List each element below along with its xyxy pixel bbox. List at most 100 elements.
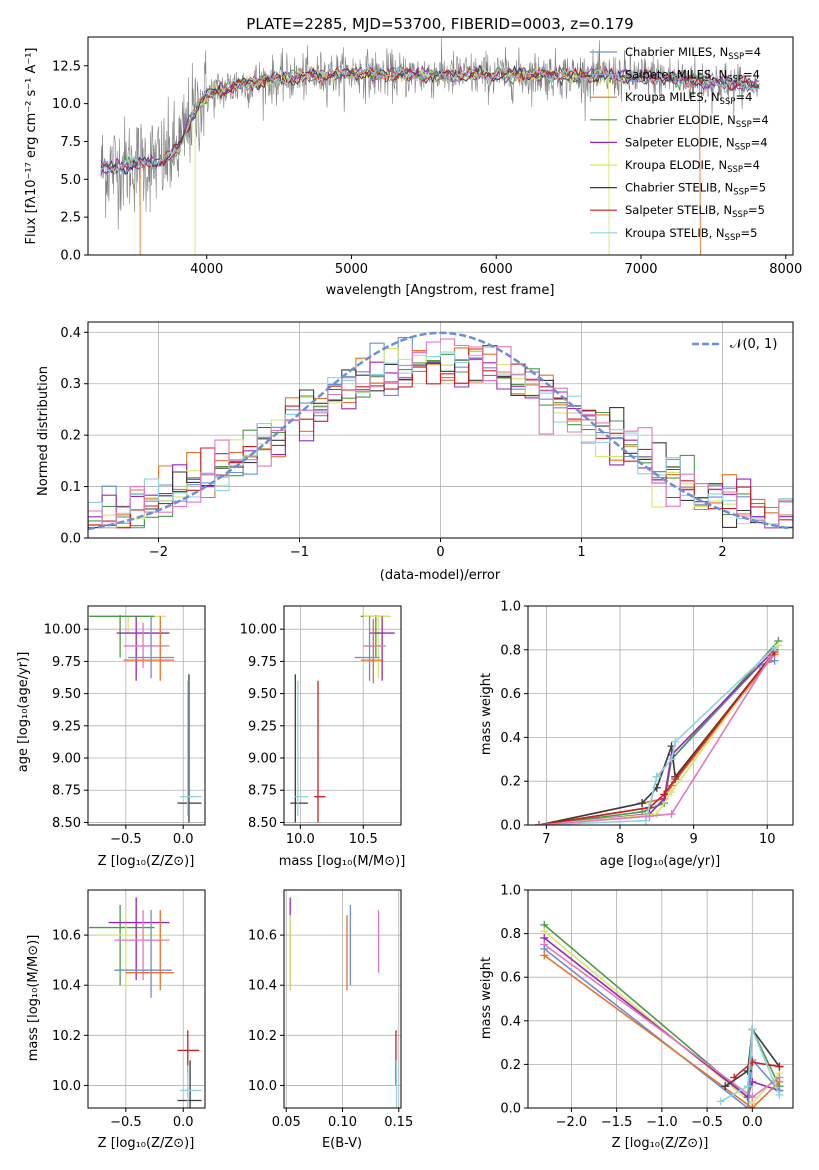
y-tick-label: 0.6 [500,687,521,702]
y-tick-label: 10.0 [52,1079,81,1094]
y-tick-label: 10.2 [248,1029,277,1044]
legend-label-main: Kroupa MILES, N [625,90,720,104]
x-tick-label: −1 [290,545,309,560]
y-tick-label: 0.2 [500,775,521,790]
age-vs-mass-plot-area: 10.0 10.5 8.50 8.75 9.00 9.25 9.50 9.75 10.00 [240,605,402,847]
mass-vs-ebv-plot-area: 0.05 0.10 0.15 10.0 10.2 10.4 10.6 [248,889,413,1130]
legend-label: Chabrier ELODIE, NSSP=4 [625,113,769,130]
y-tick-label: 0.2 [500,1058,521,1073]
mass-weight-point-marker [667,755,676,764]
x-tick-label: 0.0 [742,1115,763,1130]
weight-lines [535,637,783,825]
mass-weight-point-marker [667,810,676,819]
x-tick-label: −0.5 [110,1115,142,1130]
mass-weight-point-marker [716,1097,725,1106]
x-tick-label: −0.5 [691,1115,723,1130]
mass-weight-point-marker [775,1077,784,1086]
y-tick-label: 8.75 [248,784,277,799]
y-tick-label: 7.5 [60,135,81,150]
mass-weight-point-marker [652,772,661,781]
axes-frame [527,889,794,1109]
x-tick-label: −1.0 [646,1115,678,1130]
legend-label: Kroupa ELODIE, NSSP=4 [625,158,760,175]
x-tick-label: 10 [759,832,776,847]
x-tick-label: 8000 [769,262,802,277]
legend-label-main: Chabrier ELODIE, N [625,113,736,127]
y-tick-label: 10.4 [52,979,81,994]
legend-label-subscript: SSP [720,97,736,107]
mass-weight-point-marker [770,643,779,652]
legend-label-main: Chabrier STELIB, N [625,181,733,195]
mass-weight-point-marker [748,1093,757,1102]
legend-label-tail: =4 [735,90,752,104]
legend-label-tail: =5 [749,181,766,195]
x-tick-label: 7000 [624,262,657,277]
y-tick-label: 10.6 [52,929,81,944]
y-tick-label: 0.4 [500,1014,521,1029]
age-vs-metallicity-plot-area: −0.5 0.0 8.50 8.75 9.00 9.25 9.50 9.75 10.00 [44,605,206,847]
mass-weight-point-marker [671,737,680,746]
mass-weight-point-marker [743,1066,752,1075]
mass-weight-point-marker [652,810,661,819]
legend-label-tail: =4 [743,68,760,82]
y-tick-label: 0.0 [60,249,81,264]
mass-weight-vs-metallicity-xlabel: Z [log₁₀(Z/Z⊙)] [612,1136,709,1151]
spectrum-plot-area: 4000 5000 6000 7000 8000 0.0 2.5 5.0 7.5 10.0 12.5 [52,36,802,277]
mass-weight-vs-metallicity-panel: −2.0 −1.5 −1.0 −0.5 0.0 0.0 0.2 0.4 0.6 0.8 1.0 Z … [479,884,794,1151]
mass-weight-point-marker [775,1062,784,1071]
legend-label: Kroupa STELIB, NSSP=5 [625,226,757,243]
x-tick-label: −0.5 [110,832,142,847]
x-tick-label: −2.0 [556,1115,588,1130]
mass-weight-point-marker [775,1090,784,1099]
legend-label: Salpeter ELODIE, NSSP=4 [625,135,768,152]
x-tick-label: 1 [577,545,585,560]
axes-frame [527,605,794,826]
axes-frame [283,889,402,1109]
y-tick-label: 0.8 [500,643,521,658]
legend-label-main: Kroupa ELODIE, N [625,158,727,172]
y-tick-label: 0.4 [60,326,81,341]
legend-label: Chabrier STELIB, NSSP=5 [625,181,766,198]
x-tick-label: 4000 [190,262,223,277]
mass-weight-point-marker [730,1073,739,1082]
y-tick-label: 9.75 [52,655,81,670]
y-tick-label: 9.00 [248,752,277,767]
age-vs-metallicity-xlabel: Z [log₁₀(Z/Z⊙)] [98,854,195,869]
weight-lines [540,920,784,1108]
y-tick-label: 12.5 [52,59,81,74]
legend-label: Salpeter STELIB, NSSP=5 [625,203,765,220]
mass-weight-series-line [720,1029,781,1103]
error-bars [289,897,398,1108]
y-tick-label: 2.5 [60,211,81,226]
axes-frame [283,605,402,826]
legend-label-tail: =4 [752,113,769,127]
mass-vs-metallicity-ylabel: mass [log₁₀(M/M⊙)] [26,935,41,1062]
spectrum-panel: PLATE=2285, MJD=53700, FIBERID=0003, z=0… [24,15,802,298]
legend-label-subscript: SSP [725,233,741,243]
model-spectrum-line [194,65,610,255]
y-tick-label: 8.50 [248,816,277,831]
axes-frame [87,36,794,256]
legend-label-tail: =5 [740,226,757,240]
y-tick-label: 9.50 [248,687,277,702]
x-tick-label: 0.0 [173,832,194,847]
y-tick-label: 0.2 [60,429,81,444]
y-tick-label: 9.00 [52,752,81,767]
mass-weight-series-line [538,644,779,825]
mass-weight-point-marker [748,1025,757,1034]
y-tick-label: 9.25 [248,719,277,734]
y-tick-label: 8.50 [52,816,81,831]
model-spectrum-line [100,66,760,175]
mass-weight-series-line [538,655,772,825]
y-tick-label: 0.3 [60,377,81,392]
mass-weight-vs-metallicity-ylabel: mass weight [479,957,494,1039]
spectrum-lines [100,37,760,255]
age-vs-metallicity-ylabel: age [log₁₀(age/yr)] [16,652,31,773]
legend-label-main: Chabrier MILES, N [625,45,728,59]
normal-legend-label: 𝒩(0, 1) [730,337,777,352]
axes-frame [87,605,206,826]
x-tick-label: −1.5 [601,1115,633,1130]
legend-label-tail: =4 [751,135,768,149]
spectrum-xlabel: wavelength [Angstrom, rest frame] [326,283,555,298]
residual-histogram [88,338,793,529]
